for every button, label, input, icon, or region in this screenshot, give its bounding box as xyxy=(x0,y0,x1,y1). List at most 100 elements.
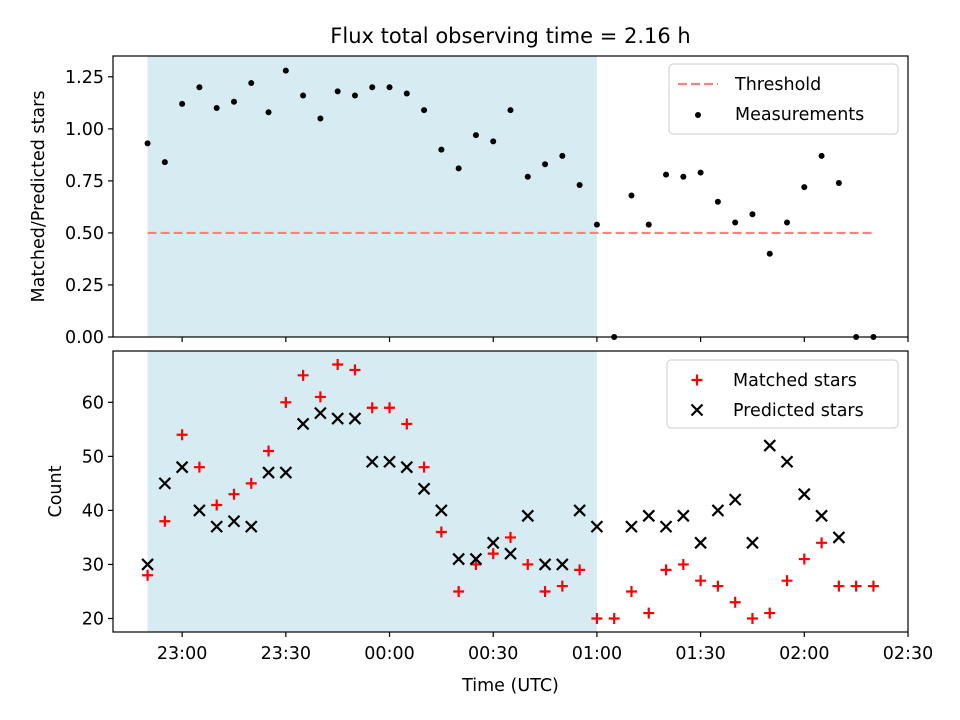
matched-star-marker xyxy=(366,402,378,414)
legend-matched-label: Matched stars xyxy=(733,371,857,391)
y-tick-label: 20 xyxy=(82,609,104,629)
predicted-star-marker xyxy=(694,536,707,550)
predicted-star-marker xyxy=(262,466,275,479)
matched-star-marker xyxy=(574,564,586,576)
bottom-panel-count-chart: 20 30 40 50 60 23:00 23:30 00:00 00:30 01:00 01:30… xyxy=(82,350,933,664)
measurement-point xyxy=(334,88,341,95)
predicted-star-marker xyxy=(832,531,846,544)
matched-star-marker xyxy=(660,564,672,576)
legend-measurements-swatch xyxy=(695,112,701,118)
measurement-point xyxy=(317,115,324,122)
predicted-star-marker xyxy=(504,547,517,560)
matched-star-marker xyxy=(193,461,205,473)
measurement-point xyxy=(524,173,531,180)
measurement-point xyxy=(161,159,168,166)
measurement-point xyxy=(732,219,739,226)
x-tick-label: 23:00 xyxy=(157,644,207,664)
measurement-point xyxy=(179,100,186,107)
matched-star-marker xyxy=(695,575,707,587)
predicted-star-marker xyxy=(417,482,431,496)
matched-star-marker xyxy=(746,612,758,624)
predicted-star-marker xyxy=(175,460,189,474)
measurement-point xyxy=(784,219,791,226)
measurement-point xyxy=(248,80,255,87)
measurement-point xyxy=(714,198,721,205)
predicted-star-marker xyxy=(244,520,258,533)
predicted-star-marker xyxy=(279,466,293,479)
x-tick-label: 23:30 xyxy=(261,644,311,664)
matched-star-marker xyxy=(833,580,845,592)
measurement-point xyxy=(213,105,220,112)
measurement-point xyxy=(835,179,842,186)
measurement-point xyxy=(559,152,566,159)
legend-matched-swatch xyxy=(691,374,703,386)
predicted-star-marker xyxy=(383,455,396,469)
matched-star-marker xyxy=(401,418,413,430)
measurement-point xyxy=(663,171,670,178)
predicted-star-marker xyxy=(365,455,379,469)
measurement-point xyxy=(265,109,272,116)
matched-star-marker xyxy=(228,488,240,500)
predicted-star-marker xyxy=(590,520,604,533)
top-panel-ratio-chart: 0.00 0.25 0.50 0.75 1.00 1.25 Threshold Measure… xyxy=(65,55,909,348)
predicted-star-marker xyxy=(711,504,725,517)
matched-star-marker xyxy=(539,585,551,597)
predicted-star-marker xyxy=(227,514,241,528)
measurement-point xyxy=(300,92,307,99)
matched-star-marker xyxy=(470,558,482,570)
measurement-point xyxy=(680,173,687,180)
predicted-star-marker xyxy=(452,552,465,566)
top-legend: Threshold Measurements xyxy=(668,63,899,135)
x-tick-label: 01:00 xyxy=(572,644,622,664)
measurement-point xyxy=(628,192,635,199)
predicted-star-marker xyxy=(296,417,310,431)
matched-star-marker xyxy=(418,461,430,473)
measurement-point xyxy=(818,152,825,159)
predicted-star-marker xyxy=(435,504,448,517)
matched-star-marker xyxy=(332,359,344,371)
matched-star-marker xyxy=(764,607,776,619)
matched-star-marker xyxy=(487,548,499,560)
measurement-point xyxy=(645,221,652,228)
predicted-star-marker xyxy=(521,509,535,523)
matched-star-marker xyxy=(556,580,568,592)
measurement-point xyxy=(455,165,462,172)
measurement-point xyxy=(697,169,704,176)
predicted-star-marker xyxy=(763,439,777,452)
measurement-point xyxy=(282,67,289,74)
measurement-point xyxy=(870,334,877,340)
y-tick-label: 60 xyxy=(82,393,104,413)
matched-star-marker xyxy=(591,612,603,624)
y-tick-label: 1.25 xyxy=(65,68,104,88)
matched-star-marker xyxy=(176,429,188,441)
matched-star-marker xyxy=(781,575,793,587)
predicted-star-marker xyxy=(210,520,223,533)
predicted-star-marker xyxy=(746,536,759,550)
y-tick-label: 40 xyxy=(82,501,104,521)
measurement-point xyxy=(766,250,773,257)
predicted-star-marker xyxy=(815,509,828,523)
shaded-observing-region xyxy=(147,351,597,632)
predicted-star-marker xyxy=(625,520,638,533)
legend-predicted-label: Predicted stars xyxy=(733,401,864,421)
matched-star-marker xyxy=(625,585,637,597)
measurement-point xyxy=(593,221,600,228)
measurement-point xyxy=(230,98,237,105)
measurement-point xyxy=(507,107,514,114)
predicted-star-marker xyxy=(798,487,811,501)
predicted-star-marker xyxy=(556,558,569,571)
predicted-star-marker xyxy=(659,520,673,533)
legend-box xyxy=(668,63,899,135)
matched-star-marker xyxy=(850,580,862,592)
x-tick-label: 00:00 xyxy=(364,644,414,664)
y-tick-label: 0.50 xyxy=(65,224,104,244)
measurement-point xyxy=(196,84,203,91)
legend-predicted-swatch xyxy=(690,403,704,417)
y-tick-label: 0.25 xyxy=(65,276,104,296)
matched-star-marker xyxy=(712,580,724,592)
predicted-star-marker xyxy=(400,460,414,474)
measurement-point xyxy=(421,107,428,114)
measurement-point xyxy=(144,140,151,147)
predicted-star-marker xyxy=(780,455,794,469)
predicted-star-marker xyxy=(193,504,206,517)
